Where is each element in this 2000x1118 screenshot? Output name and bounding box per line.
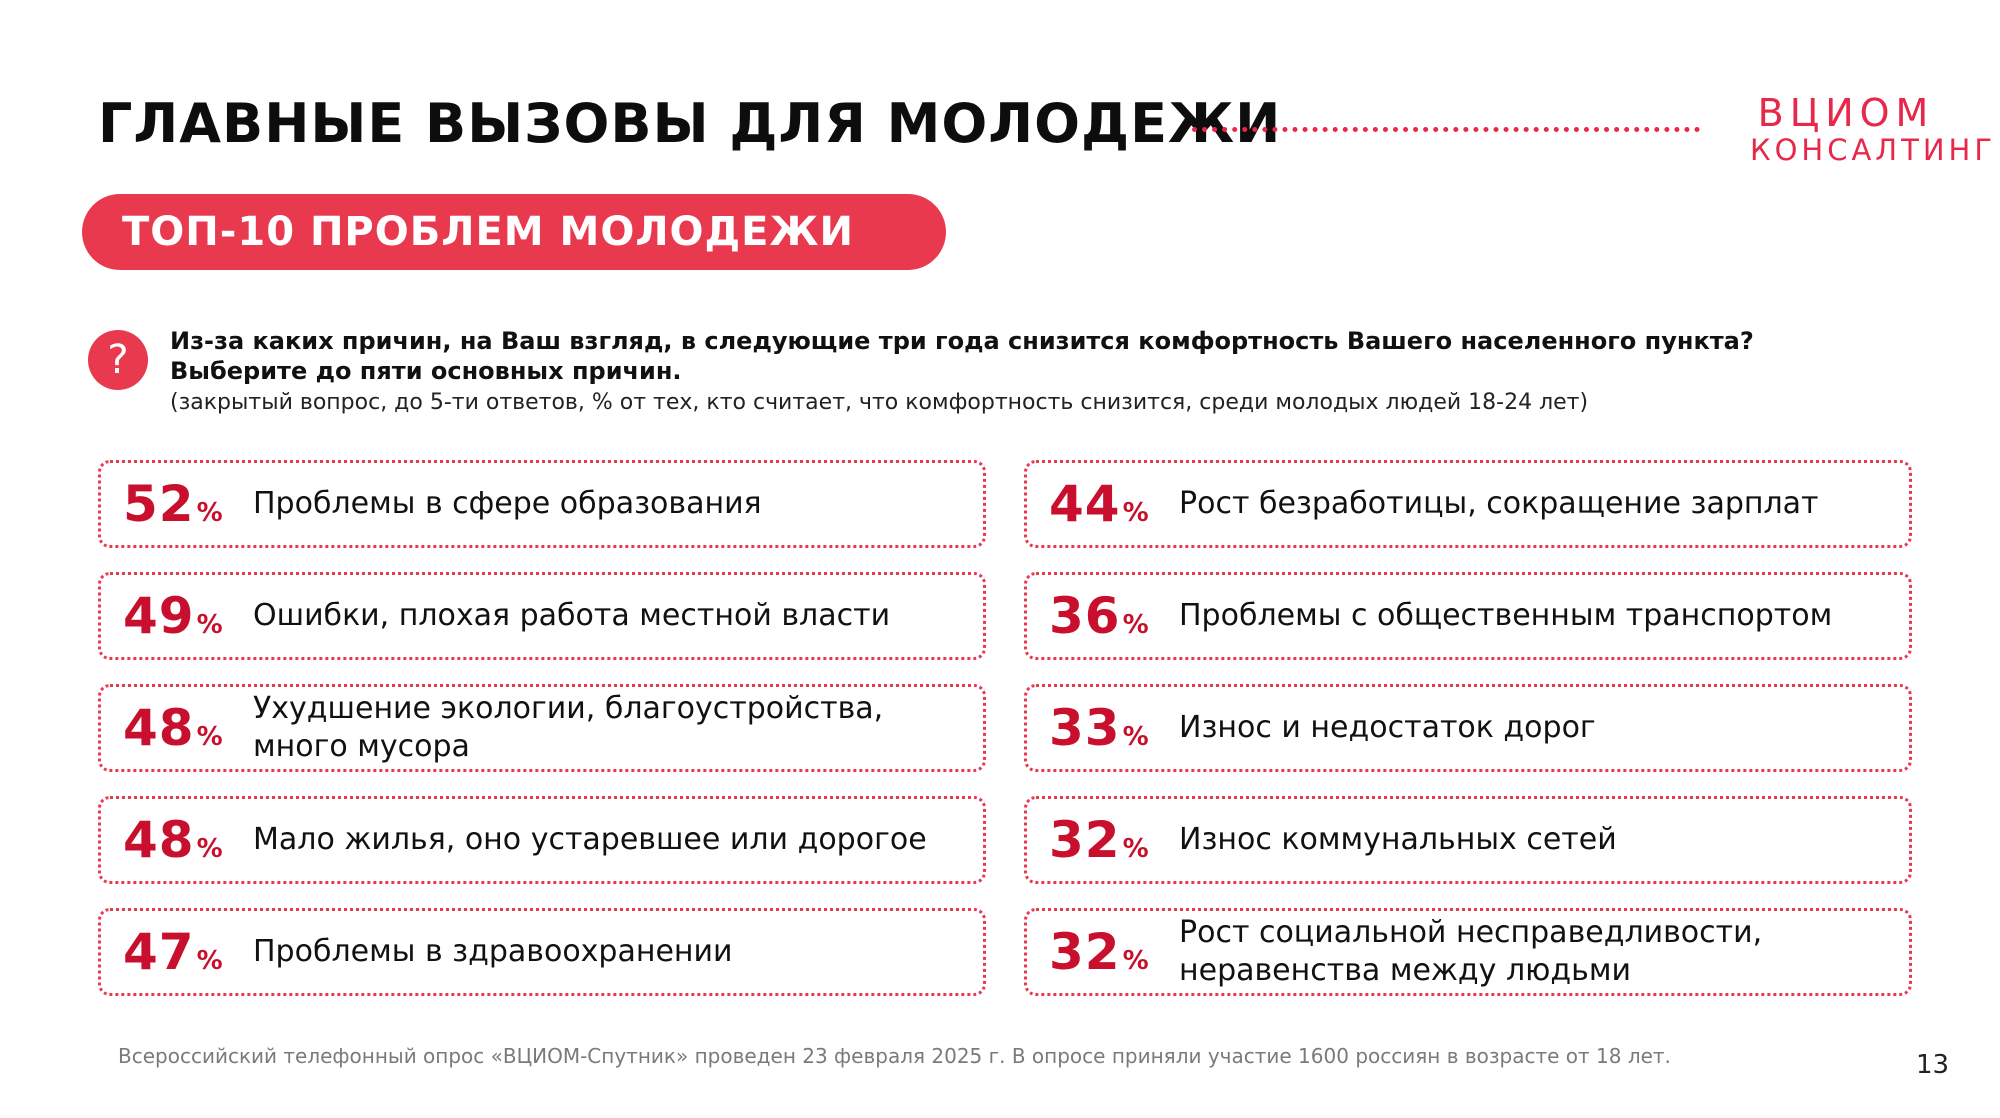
problem-label: Ошибки, плохая работа местной власти (253, 598, 891, 633)
problem-value: 48 (123, 699, 195, 757)
problem-card: 33% Износ и недостаток дорог (1024, 684, 1912, 772)
percent-sign: % (1122, 946, 1149, 976)
problem-percent: 47% (123, 923, 245, 981)
problem-card: 48% Мало жилья, оно устаревшее или дорог… (98, 796, 986, 884)
problem-percent: 49% (123, 587, 245, 645)
problem-percent: 48% (123, 811, 245, 869)
problem-label: Проблемы с общественным транспортом (1179, 598, 1833, 633)
problem-percent: 32% (1049, 923, 1171, 981)
footer-note: Всероссийский телефонный опрос «ВЦИОМ-Сп… (118, 1044, 1671, 1068)
percent-sign: % (196, 722, 223, 752)
percent-sign: % (196, 498, 223, 528)
question-line-1: Из-за каких причин, на Ваш взгляд, в сле… (170, 327, 1754, 355)
problem-percent: 44% (1049, 475, 1171, 533)
percent-sign: % (196, 946, 223, 976)
problem-percent: 36% (1049, 587, 1171, 645)
problem-percent: 48% (123, 699, 245, 757)
question-line-2: Выберите до пяти основных причин. (170, 357, 682, 385)
problem-card: 49% Ошибки, плохая работа местной власти (98, 572, 986, 660)
problem-card: 48% Ухудшение экологии, благоустройства,… (98, 684, 986, 772)
section-pill-label: ТОП-10 ПРОБЛЕМ МОЛОДЕЖИ (122, 209, 854, 255)
title-divider (1192, 127, 1700, 132)
logo-top-text: ВЦИОМ (1757, 91, 1935, 135)
page-number: 13 (1916, 1050, 1950, 1080)
problem-percent: 33% (1049, 699, 1171, 757)
problem-card: 32% Износ коммунальных сетей (1024, 796, 1912, 884)
section-pill: ТОП-10 ПРОБЛЕМ МОЛОДЕЖИ (82, 194, 946, 270)
percent-sign: % (1122, 834, 1149, 864)
problem-value: 32 (1049, 811, 1121, 869)
problem-value: 32 (1049, 923, 1121, 981)
problem-card: 36% Проблемы с общественным транспортом (1024, 572, 1912, 660)
problem-value: 33 (1049, 699, 1121, 757)
problem-card: 44% Рост безработицы, сокращение зарплат (1024, 460, 1912, 548)
question-icon: ? (88, 330, 148, 390)
problem-value: 49 (123, 587, 195, 645)
problem-label: Износ коммунальных сетей (1179, 822, 1617, 857)
problem-label: Ухудшение экологии, благоустройства, мно… (253, 691, 884, 764)
question-note: (закрытый вопрос, до 5-ти ответов, % от … (170, 390, 1589, 415)
problem-percent: 52% (123, 475, 245, 533)
problem-value: 36 (1049, 587, 1121, 645)
percent-sign: % (196, 834, 223, 864)
problem-card: 47% Проблемы в здравоохранении (98, 908, 986, 996)
percent-sign: % (1122, 498, 1149, 528)
problem-card: 52% Проблемы в сфере образования (98, 460, 986, 548)
percent-sign: % (1122, 722, 1149, 752)
percent-sign: % (196, 610, 223, 640)
problem-value: 47 (123, 923, 195, 981)
problem-label: Мало жилья, оно устаревшее или дорогое (253, 822, 927, 857)
question-block: Из-за каких причин, на Ваш взгляд, в сле… (170, 326, 1930, 420)
problem-percent: 32% (1049, 811, 1171, 869)
problem-value: 52 (123, 475, 195, 533)
problem-card: 32% Рост социальной несправедливости, не… (1024, 908, 1912, 996)
page-title: ГЛАВНЫЕ ВЫЗОВЫ ДЛЯ МОЛОДЕЖИ (98, 92, 1282, 155)
problem-label: Рост социальной несправедливости, нераве… (1179, 915, 1763, 988)
problem-value: 44 (1049, 475, 1121, 533)
problem-label: Рост безработицы, сокращение зарплат (1179, 486, 1819, 521)
problem-label: Проблемы в сфере образования (253, 486, 762, 521)
problem-value: 48 (123, 811, 195, 869)
logo-bottom-text: КОНСАЛТИНГ (1750, 133, 1997, 167)
problem-label: Износ и недостаток дорог (1179, 710, 1596, 745)
problem-label: Проблемы в здравоохранении (253, 934, 733, 969)
percent-sign: % (1122, 610, 1149, 640)
logo: ВЦИОМ КОНСАЛТИНГ (1750, 91, 1997, 167)
